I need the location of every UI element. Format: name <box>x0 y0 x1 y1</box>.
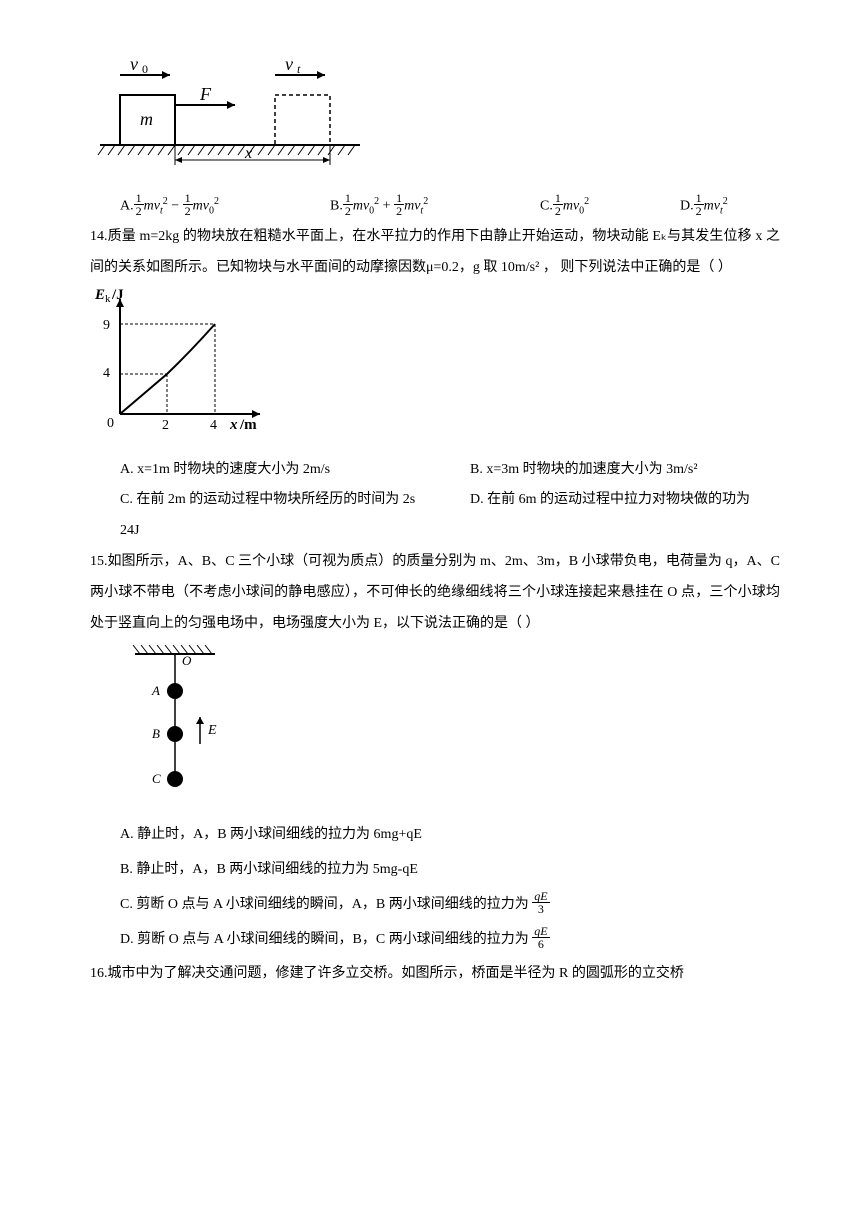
svg-text:/J: /J <box>111 287 124 303</box>
svg-text:0: 0 <box>107 416 114 431</box>
q13-opt-a: A.12mvt2 − 12mv02 <box>120 191 330 222</box>
svg-text:F: F <box>199 84 212 104</box>
q14-opt-d-extra: 24J <box>120 516 780 547</box>
q15-text: 15.如图所示，A、B、C 三个小球（可视为质点）的质量分别为 m、2m、3m，… <box>90 547 780 639</box>
svg-text:C: C <box>152 771 161 786</box>
svg-text:9: 9 <box>103 318 110 333</box>
q13-opt-d: D.12mvt2 <box>680 191 780 222</box>
q15-diagram: O A B C E <box>90 639 780 812</box>
q16-text: 16.城市中为了解决交通问题，修建了许多立交桥。如图所示，桥面是半径为 R 的圆… <box>90 959 780 990</box>
q14-opt-c: C. 在前 2m 的运动过程中物块所经历的时间为 2s <box>120 485 470 516</box>
svg-text:x: x <box>244 145 252 162</box>
svg-text:E: E <box>207 723 217 738</box>
svg-text:k: k <box>105 293 111 305</box>
q13-diagram: m v 0 F v t x <box>90 50 780 183</box>
q15-opt-a: A. 静止时，A，B 两小球间细线的拉力为 6mg+qE <box>120 820 780 851</box>
svg-text:2: 2 <box>162 418 169 433</box>
q14-opt-b: B. x=3m 时物块的加速度大小为 3m/s² <box>470 455 698 486</box>
svg-text:x: x <box>229 417 238 433</box>
svg-text:O: O <box>182 653 192 668</box>
svg-text:/m: /m <box>239 417 257 433</box>
q15-opt-d: D. 剪断 O 点与 A 小球间细线的瞬间，B，C 两小球间细线的拉力为 qE6 <box>120 925 780 956</box>
svg-text:0: 0 <box>142 62 148 76</box>
q15-options: A. 静止时，A，B 两小球间细线的拉力为 6mg+qE B. 静止时，A，B … <box>90 820 780 955</box>
q14-options: A. x=1m 时物块的速度大小为 2m/s B. x=3m 时物块的加速度大小… <box>90 455 780 547</box>
svg-text:E: E <box>94 287 105 303</box>
svg-text:v: v <box>130 54 138 74</box>
q13-opt-b: B.12mv02 + 12mvt2 <box>330 191 540 222</box>
q14-graph: E k /J x /m 9 4 0 2 4 <box>90 284 780 447</box>
q13-options: A.12mvt2 − 12mv02 B.12mv02 + 12mvt2 C.12… <box>90 191 780 222</box>
svg-text:A: A <box>151 683 160 698</box>
q14-opt-d: D. 在前 6m 的运动过程中拉力对物块做的功为 <box>470 485 750 516</box>
svg-text:t: t <box>297 62 301 76</box>
q13-opt-c: C.12mv02 <box>540 191 680 222</box>
q14-text: 14.质量 m=2kg 的物块放在粗糙水平面上，在水平拉力的作用下由静止开始运动… <box>90 222 780 284</box>
svg-text:4: 4 <box>103 366 110 381</box>
q15-opt-b: B. 静止时，A，B 两小球间细线的拉力为 5mg-qE <box>120 855 780 886</box>
svg-text:4: 4 <box>210 418 217 433</box>
svg-text:m: m <box>140 109 153 129</box>
q15-opt-c: C. 剪断 O 点与 A 小球间细线的瞬间，A，B 两小球间细线的拉力为 qE3 <box>120 890 780 921</box>
svg-text:v: v <box>285 54 293 74</box>
q14-opt-a: A. x=1m 时物块的速度大小为 2m/s <box>120 455 470 486</box>
svg-text:B: B <box>152 726 160 741</box>
